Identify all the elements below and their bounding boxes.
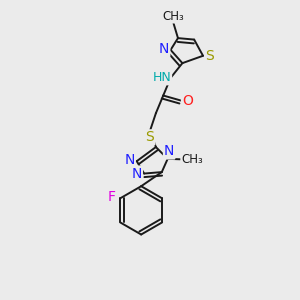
Text: S: S: [206, 49, 214, 63]
Text: CH₃: CH₃: [181, 153, 203, 166]
Text: CH₃: CH₃: [163, 10, 184, 22]
Text: N: N: [164, 145, 174, 158]
Text: S: S: [146, 130, 154, 144]
Text: N: N: [132, 167, 142, 181]
Text: N: N: [159, 42, 169, 56]
Text: O: O: [182, 94, 193, 107]
Text: F: F: [108, 190, 116, 204]
Text: N: N: [124, 153, 135, 167]
Text: HN: HN: [152, 71, 171, 84]
